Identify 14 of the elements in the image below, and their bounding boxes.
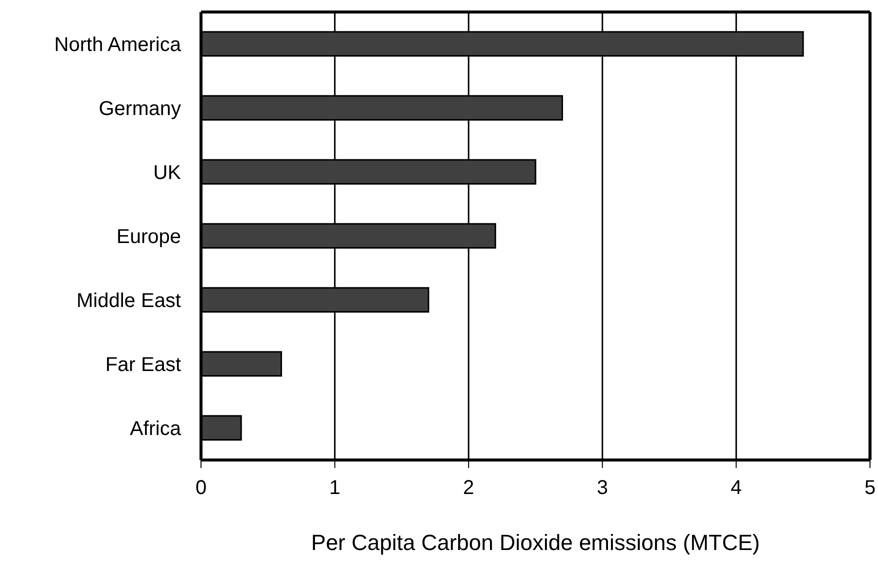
y-tick-label: Middle East [76,290,182,312]
x-tick-label: 4 [730,477,742,500]
x-tick-label: 3 [596,477,608,500]
y-tick-label: Far East [105,354,182,376]
y-tick-label: North America [54,34,182,56]
x-tick-label: 1 [329,477,340,500]
x-tick-label: 5 [864,477,876,500]
x-tick-label: 0 [195,477,207,500]
y-tick-label: UK [153,162,182,184]
y-tick-label: Africa [130,418,182,440]
x-axis-title: Per Capita Carbon Dioxide emissions (MTCE) [311,530,760,555]
y-tick-label: Germany [98,98,181,120]
x-tick-label: 2 [463,477,474,500]
y-tick-label: Europe [116,226,181,248]
